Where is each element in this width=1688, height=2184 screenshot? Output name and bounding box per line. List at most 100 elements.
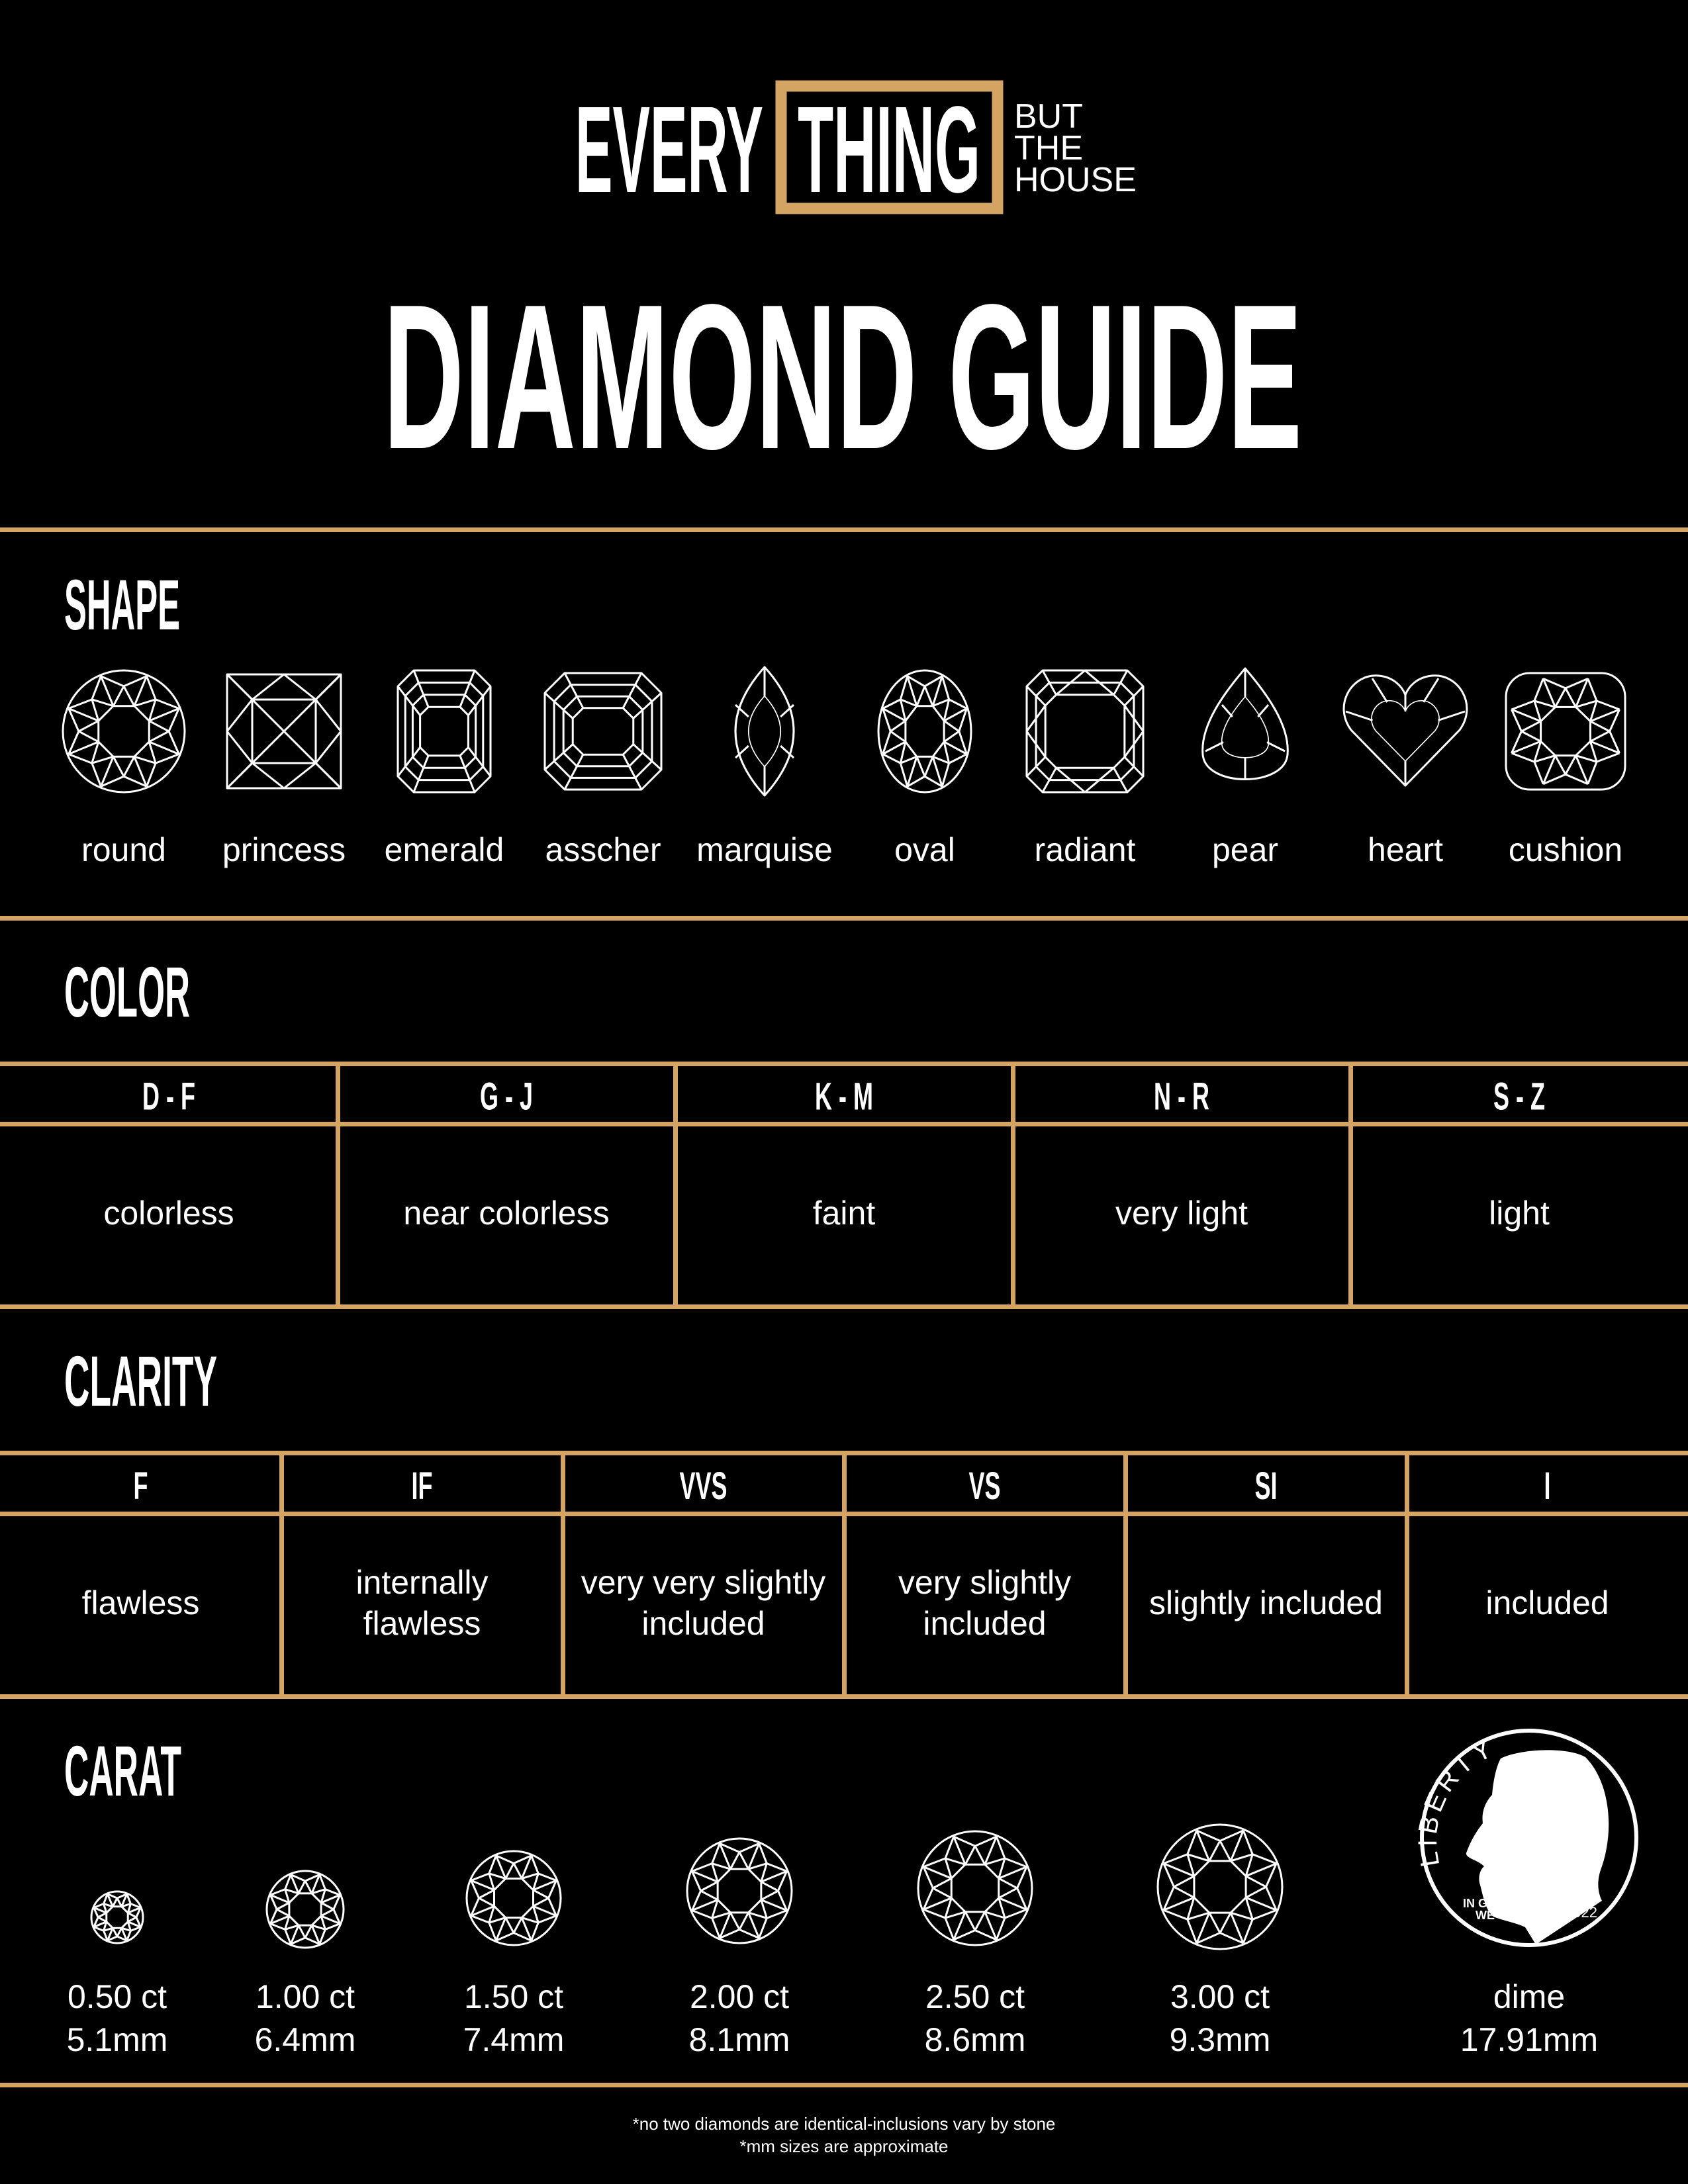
table-column-divider bbox=[1011, 1062, 1015, 1309]
carat-diamond-icon bbox=[90, 1890, 144, 1944]
dime-motto-1: IN GOD bbox=[1463, 1897, 1505, 1910]
grade-description: slightly included bbox=[1149, 1584, 1383, 1621]
dime-portrait bbox=[1466, 1750, 1609, 1944]
carat-diamond-icon bbox=[465, 1850, 562, 1946]
logo-house: HOUSE bbox=[1014, 161, 1137, 199]
logo-every: EVERY bbox=[575, 81, 763, 218]
table-bottom-border bbox=[0, 1304, 1688, 1309]
grade-description: internally flawless bbox=[355, 1564, 489, 1642]
table-column-divider bbox=[842, 1451, 847, 1699]
section-heading-clarity: CLARITY bbox=[64, 1345, 217, 1412]
grade-description: very slightly included bbox=[898, 1564, 1072, 1642]
shape-label-asscher: asscher bbox=[545, 831, 661, 868]
grade-description: light bbox=[1489, 1195, 1550, 1232]
grade-description: very very slightly included bbox=[581, 1564, 826, 1642]
dime-icon: LIBERTY IN GOD WE TRUST 2022 bbox=[1413, 1729, 1638, 1947]
carat-size: 9.3mm bbox=[1169, 2021, 1271, 2058]
logo-gold-box bbox=[775, 80, 1004, 214]
carat-size: 8.6mm bbox=[924, 2021, 1026, 2058]
table-header-cell: G - J bbox=[480, 1075, 533, 1118]
logo-but: BUT bbox=[1014, 97, 1083, 136]
table-header-cell: N - R bbox=[1154, 1075, 1209, 1118]
dime-year: 2022 bbox=[1565, 1904, 1597, 1921]
table-header-border bbox=[0, 1122, 1688, 1126]
pear-diamond-icon bbox=[1201, 667, 1289, 780]
footer-note-inclusions: *no two diamonds are identical-inclusion… bbox=[632, 2114, 1056, 2134]
table-header-cell: VVS bbox=[680, 1465, 727, 1508]
dime-label: dime bbox=[1493, 1978, 1566, 2015]
logo-the: THE bbox=[1014, 129, 1083, 167]
dime-motto-2: WE TRUST bbox=[1476, 1909, 1538, 1922]
carat-diamond-icon bbox=[686, 1837, 793, 1944]
princess-diamond-icon bbox=[226, 673, 342, 790]
table-header-cell: S - Z bbox=[1493, 1075, 1545, 1118]
grade-description: very light bbox=[1115, 1195, 1248, 1232]
carat-diamond-icon bbox=[265, 1870, 345, 1949]
divider bbox=[0, 2083, 1688, 2087]
table-column-divider bbox=[336, 1062, 340, 1309]
shape-label: SHAPE bbox=[64, 569, 180, 635]
carat-weight: 0.50 ct bbox=[67, 1978, 167, 2015]
table-header-cell: SI bbox=[1255, 1465, 1278, 1508]
carat-weight: 2.50 ct bbox=[925, 1978, 1025, 2015]
carat-diamond-icon bbox=[1156, 1823, 1284, 1950]
marquise-diamond-icon bbox=[734, 666, 795, 797]
shape-icons bbox=[62, 666, 1626, 797]
grade-code: K - M bbox=[815, 1075, 873, 1118]
carat-label: CARAT bbox=[64, 1735, 181, 1801]
shape-label-marquise: marquise bbox=[696, 831, 833, 868]
carat-size: 8.1mm bbox=[688, 2021, 790, 2058]
grade-code: D - F bbox=[142, 1075, 195, 1118]
shape-label-heart: heart bbox=[1368, 831, 1443, 868]
carat-size-diagrams: LIBERTY IN GOD WE TRUST 2022 bbox=[90, 1729, 1638, 1950]
carat-weight: 3.00 ct bbox=[1170, 1978, 1270, 2015]
table-column-divider bbox=[279, 1451, 284, 1699]
carat-size: 5.1mm bbox=[66, 2021, 168, 2058]
carat-weight: 2.00 ct bbox=[689, 1978, 790, 2015]
grade-code: N - R bbox=[1154, 1075, 1209, 1118]
footer-note-mm-sizes: *mm sizes are approximate bbox=[739, 2136, 949, 2156]
carat-diamond-icon bbox=[917, 1830, 1033, 1946]
shape-label-pear: pear bbox=[1211, 831, 1279, 868]
grade-code: S - Z bbox=[1493, 1075, 1545, 1118]
table-header-cell: K - M bbox=[815, 1075, 873, 1118]
shape-label-round: round bbox=[81, 831, 166, 868]
shape-label-cushion: cushion bbox=[1508, 831, 1623, 868]
table-column-divider bbox=[1348, 1062, 1353, 1309]
grade-code: VVS bbox=[680, 1465, 727, 1508]
table-header-cell: I bbox=[1544, 1465, 1551, 1508]
oval-diamond-icon bbox=[877, 669, 972, 794]
heart-diamond-icon bbox=[1342, 674, 1468, 787]
section-heading-color: COLOR bbox=[64, 956, 190, 1023]
table-top-border bbox=[0, 1062, 1688, 1066]
cushion-diamond-icon bbox=[1505, 672, 1626, 791]
clarity-label: CLARITY bbox=[64, 1345, 217, 1412]
shape-label-radiant: radiant bbox=[1034, 831, 1136, 868]
table-header-cell: IF bbox=[412, 1465, 433, 1508]
carat-weight: 1.00 ct bbox=[255, 1978, 355, 2015]
shape-label-oval: oval bbox=[894, 831, 955, 868]
carat-size: 6.4mm bbox=[254, 2021, 356, 2058]
shape-label-princess: princess bbox=[222, 831, 346, 868]
page-title-text: DIAMOND GUIDE bbox=[383, 285, 1302, 457]
table-header-cell: VS bbox=[969, 1465, 1001, 1508]
page-title: DIAMOND GUIDE bbox=[383, 285, 1302, 457]
section-heading-shape: SHAPE bbox=[64, 569, 180, 635]
section-heading-carat: CARAT bbox=[64, 1735, 181, 1801]
radiant-diamond-icon bbox=[1025, 669, 1145, 794]
grade-description: colorless bbox=[103, 1195, 234, 1232]
grade-description: flawless bbox=[81, 1584, 200, 1621]
table-column-divider bbox=[673, 1062, 678, 1309]
table-column-divider bbox=[1123, 1451, 1128, 1699]
grade-description: included bbox=[1485, 1584, 1609, 1621]
divider bbox=[0, 916, 1688, 921]
grade-code: F bbox=[134, 1465, 148, 1508]
grade-code: G - J bbox=[480, 1075, 533, 1118]
table-column-divider bbox=[1405, 1451, 1409, 1699]
grade-code: SI bbox=[1255, 1465, 1278, 1508]
asscher-diamond-icon bbox=[543, 672, 663, 791]
grade-code: I bbox=[1544, 1465, 1551, 1508]
table-header-cell: F bbox=[134, 1465, 148, 1508]
emerald-diamond-icon bbox=[397, 669, 492, 794]
table-header-cell: D - F bbox=[142, 1075, 195, 1118]
